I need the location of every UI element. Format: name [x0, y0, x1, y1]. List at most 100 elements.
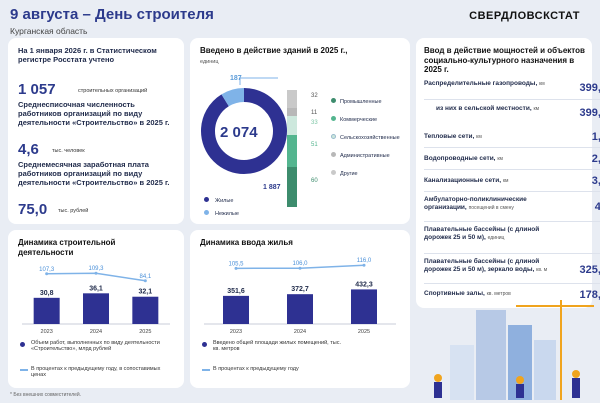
row-pools-area-unit: кв. м: [536, 266, 548, 273]
building-shape: [450, 345, 474, 400]
page-header: 9 августа – День строителя Курганская об…: [10, 6, 590, 36]
stack-label-33: 33: [311, 120, 318, 126]
row-heat-label: Тепловые сети,: [424, 133, 475, 140]
chart2-legend-line-text: В процентах к предыдущему году: [213, 366, 299, 372]
row-gas-rural: из них в сельской местности, км 399,4: [424, 101, 600, 125]
donut-nonliving-arc: [201, 88, 287, 174]
chart2-tick-2025: 2025: [358, 329, 370, 335]
stack-bar: [287, 90, 297, 220]
donut-total: 2 074: [220, 124, 258, 141]
legend-living: Жилые: [204, 197, 233, 204]
dot-agricultural: [331, 134, 336, 139]
chart2-bar-label-2024: 372,7: [291, 286, 309, 293]
row-pools-unit: единиц: [487, 234, 505, 241]
salary-label: Среднемесячная заработная плата работник…: [18, 160, 170, 187]
chart1-line-label-2025: 84,1: [139, 274, 151, 280]
chart1-legend-line-swatch: [20, 369, 28, 371]
chart2-line-label-2023: 105,5: [228, 261, 244, 267]
chart1-line-label-2023: 107,3: [39, 267, 55, 273]
chart2-legend-bar-dot: [202, 342, 207, 347]
worker-icon: [516, 376, 524, 384]
worker-icon: [572, 370, 580, 378]
worker-icon: [434, 382, 442, 398]
stack-seg-agricultural: [287, 116, 297, 135]
card-social-facilities: Ввод в действие мощностей и объектов соц…: [416, 38, 600, 308]
chart2-line-point-2023: [234, 266, 238, 270]
dot-commercial: [331, 116, 336, 121]
footnote: * Без внешних совместителей.: [10, 392, 82, 398]
chart2-legend-line-swatch: [202, 369, 210, 371]
row-gas-rural-label: из них в сельской местности,: [436, 105, 532, 112]
row-water-value: 2,5: [591, 153, 600, 165]
stack-seg-other: [287, 167, 297, 207]
intro-label: На 1 января 2026 г. в Статистическом рег…: [18, 46, 157, 64]
chart1-line-point-2023: [45, 272, 49, 276]
row-pools: Плавательные бассейны (с длиной дорожек …: [424, 224, 600, 254]
chart1-legend-bar-dot: [20, 342, 25, 347]
row-gyms-unit: кв. метров: [486, 291, 511, 297]
stack-label-51: 51: [311, 142, 318, 148]
stack-label-11: 11: [311, 110, 318, 116]
row-sewer: Канализационные сети, км 3,5: [424, 172, 600, 192]
row-water: Водопроводные сети, км 2,5: [424, 150, 600, 170]
chart2-bar-label-2025: 432,3: [355, 281, 373, 288]
stack-seg-commercial: [287, 108, 297, 116]
buildings-unit: единиц: [200, 58, 219, 65]
chart2-bar-2023: [223, 295, 249, 324]
employment-value: 4,6: [18, 141, 39, 158]
stack-seg-admin: [287, 135, 297, 167]
employment-unit: тыс. человек: [52, 148, 85, 154]
dot-other: [331, 170, 336, 175]
row-gyms-value: 178,0: [579, 289, 600, 301]
chart2-svg: 351,6 2023 372,7 2024 432,3 2025 105,5 106,0 116…: [204, 258, 396, 335]
chart2-line-label-2024: 106,0: [292, 261, 308, 267]
stack-legend: Промышленные Коммерческие Сельскохозяйст…: [331, 98, 407, 188]
legend-living-dot: [204, 197, 209, 202]
chart2-line-point-2025: [362, 263, 366, 267]
card-construction-chart: Динамика строительной деятельности 30,8 2…: [8, 230, 184, 388]
stack-legend-commercial: Коммерческие: [331, 116, 407, 134]
row-gas-rural-value: 399,4: [579, 107, 600, 119]
stack-legend-other: Другие: [331, 170, 407, 188]
row-sewer-unit: км: [502, 178, 509, 184]
chart1-legend-line-text: В процентах к предыдущему году, в сопост…: [31, 366, 161, 378]
row-heat-value: 1,5: [591, 131, 600, 143]
buildings-title: Введено в действие зданий в 2025 г., еди…: [200, 46, 348, 65]
chart1-bar-label-2025: 32,1: [139, 289, 153, 296]
row-pools-area-value: 325,0: [579, 264, 600, 276]
page-title: 9 августа – День строителя: [10, 6, 214, 23]
row-gyms-label: Спортивные залы,: [424, 290, 485, 297]
stack-label-32: 32: [311, 93, 318, 99]
chart1-title: Динамика строительной деятельности: [18, 238, 116, 257]
chart2-bar-label-2023: 351,6: [227, 288, 245, 295]
legend-nonliving-dot: [204, 210, 209, 215]
row-pools-area: Плавательные бассейны (с длиной дорожек …: [424, 256, 600, 284]
chart1-legend-bar-text: Объем работ, выполненных по виду деятель…: [31, 340, 160, 352]
chart2-line-label-2025: 116,0: [357, 258, 372, 264]
chart1-svg: 30,8 2023 36,1 2024 32,1 2025 107,3 109,3 84,1: [22, 266, 170, 335]
row-water-unit: км: [497, 156, 503, 162]
page-subtitle: Курганская область: [10, 26, 88, 36]
row-gas-value: 399,4: [579, 82, 600, 94]
chart1-bar-2023: [33, 297, 60, 324]
chart2-tick-2024: 2024: [294, 329, 306, 335]
employment-label: Среднесписочная численность работников о…: [18, 100, 170, 127]
chart1-tick-2025: 2025: [139, 329, 151, 335]
worker-icon: [572, 378, 580, 398]
stack-seg-industrial: [287, 90, 297, 108]
chart1-bar-2024: [83, 293, 109, 324]
stack-legend-industrial: Промышленные: [331, 98, 407, 116]
chart2-title: Динамика ввода жилья: [200, 238, 293, 247]
row-gas: Распределительные газопроводы, км 399,4: [424, 78, 600, 100]
row-water-label: Водопроводные сети,: [424, 155, 496, 162]
worker-icon: [516, 384, 524, 398]
row-gas-label: Распределительные газопроводы,: [424, 80, 538, 87]
building-shape: [534, 340, 556, 400]
stack-label-60: 60: [311, 178, 318, 184]
chart2-tick-2023: 2023: [230, 329, 242, 335]
row-clinics-label: Амбулаторно-поликлинические организации,: [424, 196, 527, 211]
construction-illustration: [434, 300, 594, 400]
donut-large-label: 1 887: [263, 184, 281, 191]
chart1-tick-2023: 2023: [41, 329, 53, 335]
worker-icon: [434, 374, 442, 382]
